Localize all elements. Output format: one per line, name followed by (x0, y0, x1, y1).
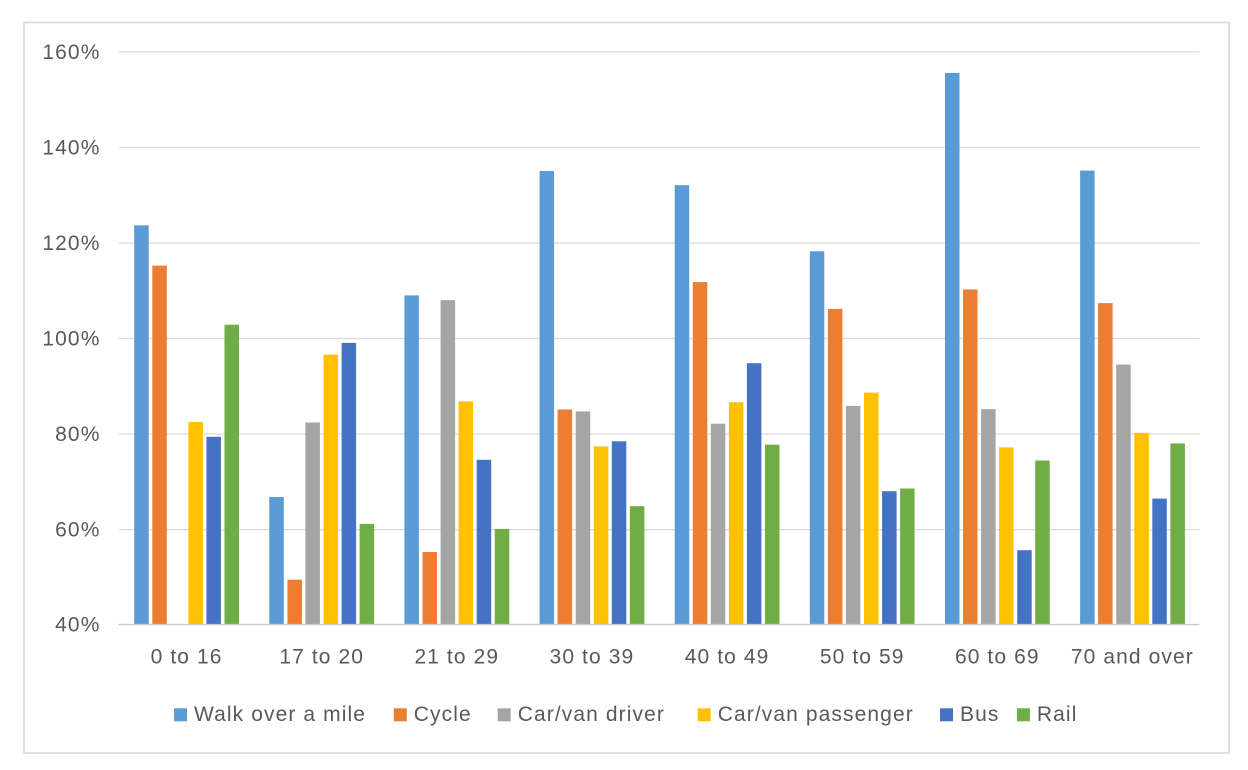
svg-text:Car/van driver: Car/van driver (518, 703, 665, 726)
svg-text:100%: 100% (42, 328, 100, 351)
svg-text:140%: 140% (42, 136, 100, 159)
svg-text:70 and over: 70 and over (1071, 646, 1194, 669)
svg-text:80%: 80% (55, 423, 100, 446)
svg-text:40 to 49: 40 to 49 (685, 646, 770, 669)
svg-text:30 to 39: 30 to 39 (550, 646, 635, 669)
svg-text:50 to 59: 50 to 59 (820, 646, 905, 669)
svg-text:Car/van passenger: Car/van passenger (718, 703, 914, 726)
svg-text:21 to 29: 21 to 29 (414, 646, 499, 669)
svg-text:17 to 20: 17 to 20 (279, 646, 364, 669)
svg-text:Walk over a mile: Walk over a mile (194, 703, 366, 726)
svg-text:0 to 16: 0 to 16 (151, 646, 223, 669)
svg-text:Rail: Rail (1037, 703, 1078, 726)
svg-text:Cycle: Cycle (414, 703, 472, 726)
svg-text:60 to 69: 60 to 69 (955, 646, 1040, 669)
svg-text:Bus: Bus (960, 703, 1000, 726)
svg-text:40%: 40% (55, 614, 100, 637)
svg-text:160%: 160% (42, 41, 100, 64)
svg-text:60%: 60% (55, 519, 100, 542)
svg-text:120%: 120% (42, 232, 100, 255)
